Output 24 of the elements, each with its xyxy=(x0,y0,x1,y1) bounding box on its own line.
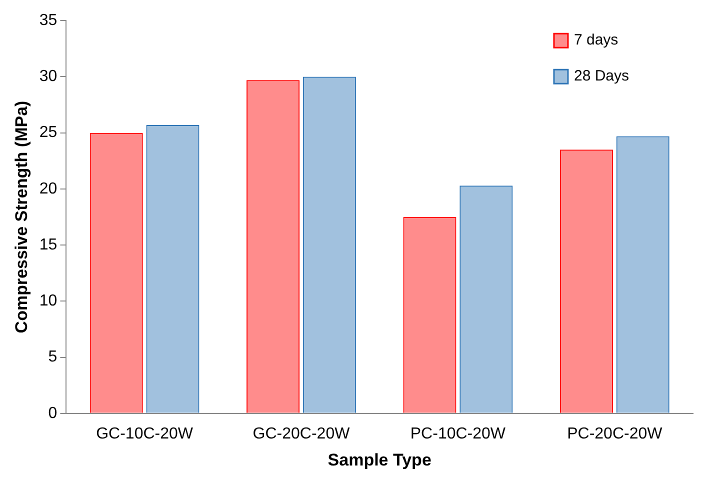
bar xyxy=(616,136,670,413)
x-tick-label: PC-20C-20W xyxy=(567,425,664,442)
bar xyxy=(146,124,200,413)
bar xyxy=(403,217,456,413)
x-tick-label: GC-10C-20W xyxy=(96,425,194,442)
y-tick-label: 25 xyxy=(39,124,58,142)
x-tick-label: GC-20C-20W xyxy=(252,425,351,442)
y-axis-title: Compressive Strength (MPa) xyxy=(12,100,31,334)
y-tick-label: 30 xyxy=(39,68,58,86)
y-tick-label: 15 xyxy=(39,236,58,254)
bar xyxy=(90,132,143,413)
y-tick-label: 0 xyxy=(48,404,58,422)
legend-label: 7 days xyxy=(574,32,618,49)
y-tick-label: 20 xyxy=(39,180,58,198)
bar xyxy=(460,186,513,413)
bar xyxy=(246,80,300,413)
bar xyxy=(560,150,613,413)
x-tick-label: PC-10C-20W xyxy=(410,425,506,442)
legend-label: 28 Days xyxy=(574,68,630,85)
y-tick-label: 10 xyxy=(39,292,58,310)
y-tick-label: 35 xyxy=(39,12,58,30)
y-tick-label: 5 xyxy=(48,348,58,366)
x-axis-title: Sample Type xyxy=(328,450,432,470)
bar xyxy=(302,76,356,413)
